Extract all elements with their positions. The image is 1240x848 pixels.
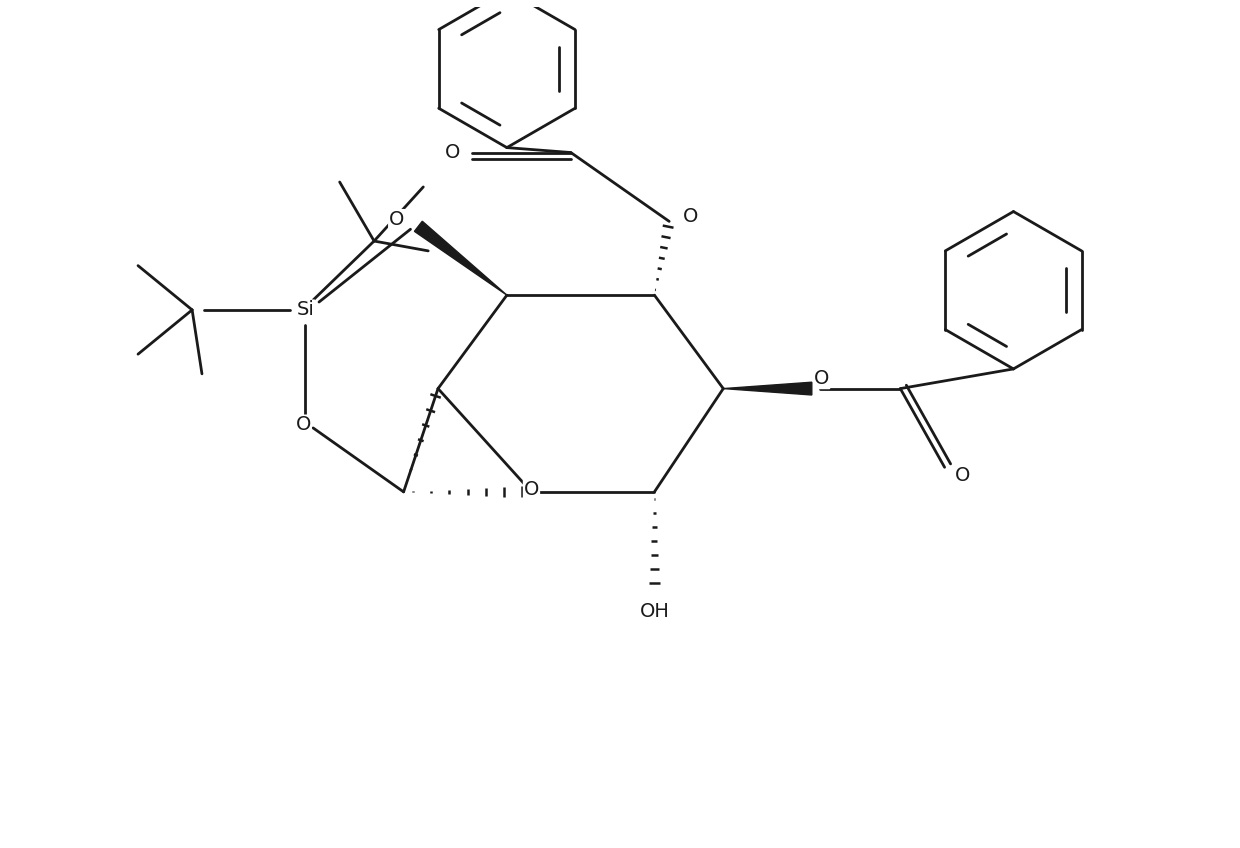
Text: O: O [295,416,311,434]
Text: O: O [683,207,698,226]
Text: O: O [813,369,830,388]
Text: O: O [523,481,539,499]
Text: O: O [445,143,460,162]
Polygon shape [723,382,812,395]
Polygon shape [414,221,507,295]
Text: O: O [389,210,404,229]
Text: Si: Si [296,300,314,320]
Text: O: O [955,466,970,485]
Text: OH: OH [640,602,670,622]
